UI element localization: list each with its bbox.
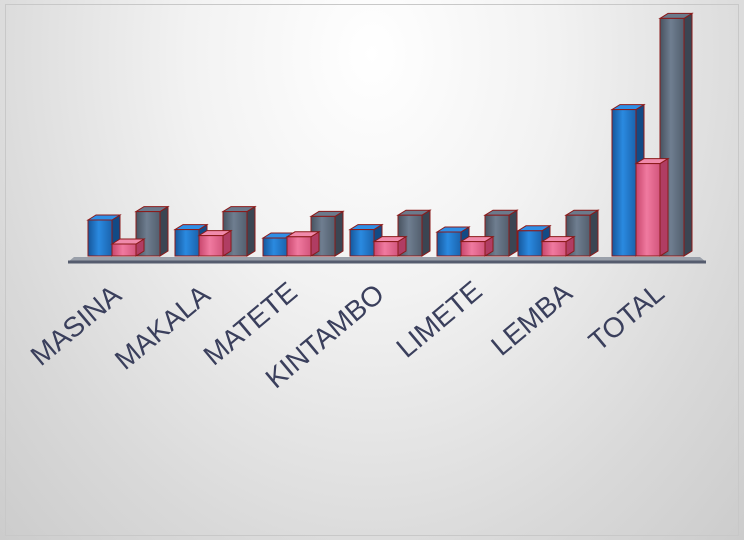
category-label-lemba: LEMBA (485, 277, 578, 362)
bar-kintambo-series-2 (372, 235, 408, 257)
category-label-total: TOTAL (583, 277, 670, 357)
bar-masina-series-2 (110, 238, 146, 257)
bar-total-series-2 (634, 157, 670, 257)
category-label-limete: LIMETE (390, 275, 487, 364)
category-label-makala: MAKALA (109, 279, 216, 376)
bar-total-series-3 (658, 12, 694, 257)
category-label-masina: MASINA (25, 279, 127, 372)
bar-makala-series-2 (197, 229, 233, 257)
bar-lemba-series-3 (564, 209, 600, 257)
bars-group (86, 12, 694, 257)
bar-limete-series-2 (459, 235, 495, 257)
bar-matete-series-2 (285, 230, 321, 257)
bar-lemba-series-2 (540, 235, 576, 257)
chart-floor (68, 257, 706, 264)
chart-frame (5, 4, 739, 536)
